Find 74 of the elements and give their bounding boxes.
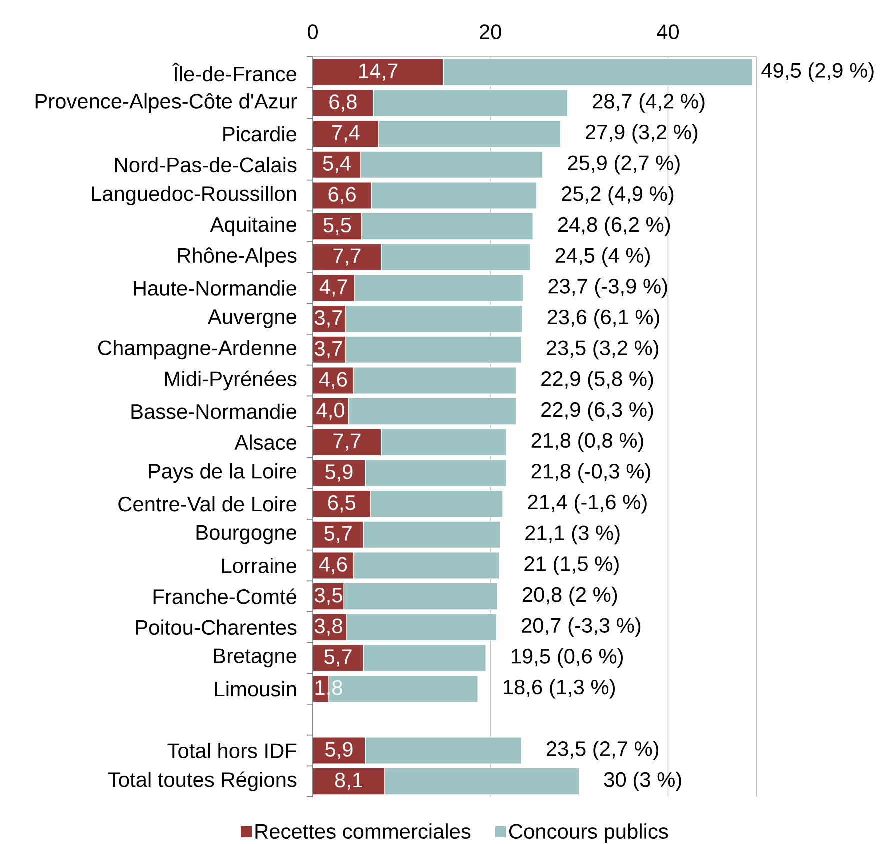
data-label: 7,4 (332, 126, 360, 143)
y-tick-label: Pays de la Loire (149, 463, 297, 483)
data-label: 6,5 (328, 495, 356, 513)
total-label: 21,8 (-0,3 %) (532, 463, 650, 483)
x-tick-label: 40 (657, 24, 680, 40)
data-label: 5,5 (324, 218, 352, 236)
y-tick-label: Poitou-Charentes (136, 620, 297, 636)
data-label: 4,0 (316, 402, 344, 420)
total-label: 24,5 (4 %) (556, 248, 650, 268)
data-label: 5,4 (323, 156, 351, 174)
y-tick-label: Languedoc-Roussillon (92, 186, 296, 206)
total-label: 18,6 (1,3 %) (504, 679, 616, 699)
data-label: 4,6 (319, 557, 348, 574)
total-label: 23,5 (3,2 %) (546, 340, 659, 360)
total-label: 20,8 (2 %) (522, 586, 618, 606)
y-tick-label: Auvergne (208, 310, 297, 328)
total-label: 23,7 (-3,9 %) (548, 278, 668, 298)
data-label: 3,7 (315, 341, 342, 359)
total-label: 21,4 (-1,6 %) (528, 494, 647, 514)
y-tick-label: Nord-Pas-de-Calais (115, 157, 297, 173)
data-label: 4,6 (319, 372, 348, 390)
legend-label: Concours publics (509, 824, 668, 844)
data-label: 3,7 (315, 310, 342, 328)
data-label: 7,7 (334, 248, 361, 266)
y-tick-label: Midi-Pyrénées (165, 370, 297, 391)
y-tick-label: Bourgogne (196, 526, 297, 544)
data-label: 14,7 (360, 64, 398, 81)
data-label: 1,8 (316, 680, 342, 698)
total-label: 23,5 (2,7 %) (546, 740, 659, 760)
total-label: 23,6 (6,1 %) (548, 309, 660, 329)
y-tick-label: Limousin (215, 681, 296, 697)
data-label: 5,9 (326, 464, 353, 482)
total-label: 21,8 (0,8 %) (532, 432, 644, 452)
data-label: 8,1 (335, 772, 362, 790)
data-label: 3,5 (315, 588, 342, 606)
x-tick-label: 0 (308, 24, 318, 40)
total-label: 25,9 (2,7 %) (568, 155, 680, 175)
total-label: 22,9 (6,3 %) (542, 402, 654, 422)
y-tick-label: Provence-Alpes-Côte d'Azur (36, 93, 298, 114)
y-tick-label: Total hors IDF (168, 743, 297, 758)
y-tick-label: Champagne-Ardenne (98, 340, 297, 360)
y-tick-label: Aquitaine (210, 216, 297, 236)
data-label: 6,6 (328, 187, 356, 204)
data-label: 5,7 (324, 526, 352, 544)
total-label: 22,9 (5,8 %) (542, 370, 654, 390)
y-tick-label: Centre-Val de Loire (118, 496, 296, 512)
y-tick-label: Bretagne (214, 648, 297, 668)
total-label: 20,7 (-3,3 %) (522, 618, 641, 638)
total-label: 25,2 (4,9 %) (562, 186, 674, 206)
total-label: 21,1 (3 %) (526, 525, 620, 545)
total-label: 27,9 (3,2 %) (586, 124, 698, 144)
y-tick-label: Île-de-France (172, 63, 297, 82)
y-tick-label: Franche-Comté (154, 588, 297, 604)
total-label: 19,5 (0,6 %) (512, 648, 624, 668)
y-tick-label: Alsace (234, 434, 297, 450)
total-label: 49,5 (2,9 %) (762, 62, 874, 82)
data-label: 5,7 (324, 650, 352, 667)
data-label: 3,8 (315, 618, 342, 636)
total-label: 24,8 (6,2 %) (558, 216, 670, 236)
total-label: 30 (3 %) (604, 772, 682, 792)
y-tick-label: Picardie (224, 126, 297, 142)
legend-label: Recettes commerciales (256, 824, 471, 840)
x-tick-label: 20 (480, 24, 502, 40)
data-label: 5,9 (326, 742, 353, 760)
y-tick-label: Basse-Normandie (132, 404, 297, 420)
y-tick-label: Haute-Normandie (134, 280, 297, 296)
y-tick-label: Rhône-Alpes (178, 248, 297, 268)
data-label: 4,7 (320, 280, 348, 297)
total-label: 21 (1,5 %) (524, 556, 619, 576)
total-label: 28,7 (4,2 %) (593, 93, 705, 113)
data-label: 7,7 (334, 434, 361, 451)
y-tick-label: Lorraine (222, 558, 297, 574)
data-label: 6,8 (330, 94, 357, 112)
y-tick-label: Total toutes Régions (108, 772, 297, 792)
